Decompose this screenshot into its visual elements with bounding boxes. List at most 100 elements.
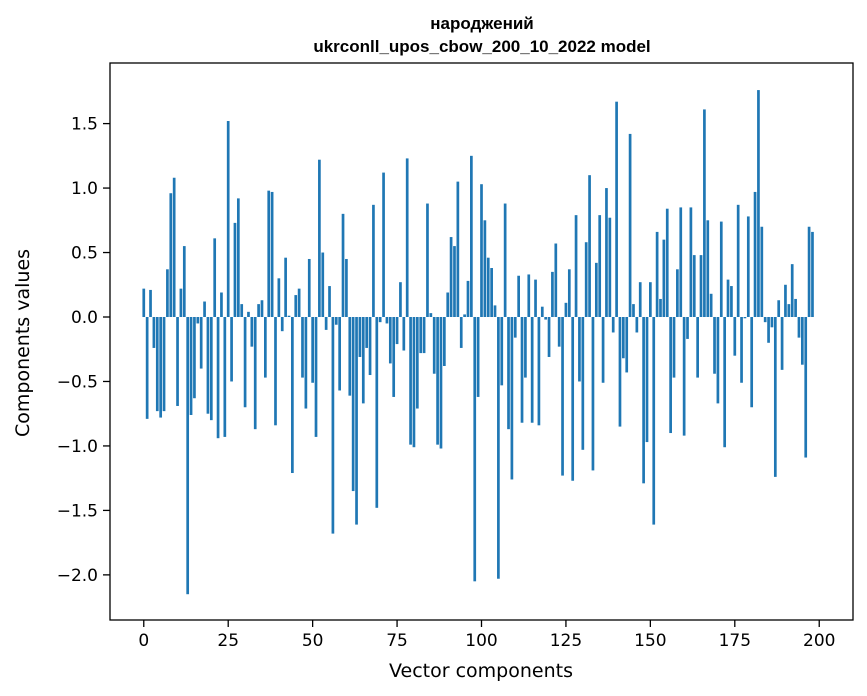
bar-69 (375, 317, 379, 508)
bar-148 (642, 317, 645, 484)
y-tick-label: −1.0 (57, 437, 98, 457)
bar-89 (443, 317, 446, 366)
bar-35 (260, 300, 264, 317)
bar-5 (159, 317, 163, 418)
bar-63 (355, 317, 358, 525)
bar-138 (608, 217, 612, 317)
bar-65 (361, 317, 365, 404)
bar-196 (804, 317, 808, 458)
bar-68 (372, 204, 375, 317)
y-tick-label: −2.0 (57, 566, 98, 586)
bar-170 (716, 317, 720, 404)
bar-82 (419, 317, 423, 354)
bar-187 (773, 317, 777, 477)
bar-174 (730, 286, 733, 317)
bar-180 (750, 317, 754, 408)
bar-134 (594, 262, 598, 317)
bar-47 (301, 317, 304, 378)
bar-107 (503, 203, 507, 317)
bar-88 (439, 317, 443, 449)
bar-129 (578, 317, 581, 382)
bar-70 (378, 317, 382, 323)
x-tick-label: 50 (302, 631, 324, 651)
chart-subtitle: ukrconll_upos_cbow_200_10_2022 model (313, 37, 650, 56)
bar-130 (581, 317, 585, 450)
bar-81 (415, 317, 419, 409)
bar-32 (250, 317, 254, 347)
bar-126 (567, 269, 571, 318)
bar-17 (199, 317, 203, 369)
bar-74 (392, 317, 396, 397)
bar-1 (145, 317, 149, 419)
bar-33 (253, 317, 257, 430)
bar-10 (176, 317, 179, 406)
bar-115 (530, 317, 534, 423)
bar-57 (334, 317, 338, 325)
bar-91 (449, 237, 453, 317)
bar-123 (557, 317, 561, 347)
bar-23 (220, 292, 223, 317)
bar-40 (277, 278, 281, 317)
bar-72 (385, 317, 389, 324)
bar-168 (709, 293, 713, 317)
bar-92 (453, 246, 456, 317)
bar-48 (304, 317, 308, 409)
bar-39 (274, 317, 277, 426)
bar-50 (311, 317, 314, 383)
bar-103 (490, 268, 493, 318)
bar-158 (676, 269, 679, 318)
bar-11 (179, 288, 183, 318)
bar-75 (395, 317, 399, 345)
bar-109 (510, 317, 514, 480)
bar-36 (264, 317, 267, 378)
bar-161 (686, 317, 689, 339)
bar-67 (368, 317, 372, 376)
bar-144 (628, 133, 632, 317)
bar-64 (358, 317, 362, 357)
bar-87 (436, 317, 439, 445)
bar-45 (294, 295, 298, 317)
bar-147 (638, 282, 642, 317)
bar-188 (777, 300, 781, 317)
bar-143 (625, 317, 629, 373)
bar-31 (247, 311, 250, 317)
bar-186 (770, 317, 774, 328)
bar-166 (703, 109, 706, 318)
bar-28 (236, 198, 240, 317)
bar-137 (605, 188, 608, 318)
bar-122 (554, 243, 558, 317)
y-axis-ticks: −2.0 −1.5 −1.0 −0.5 0.0 0.5 1.0 1.5 (57, 115, 110, 586)
bar-18 (203, 301, 206, 317)
bar-104 (493, 305, 497, 317)
bar-189 (780, 317, 784, 370)
bar-135 (598, 215, 602, 317)
bar-30 (243, 317, 247, 408)
x-tick-label: 175 (719, 631, 751, 651)
bar-139 (611, 317, 615, 333)
bar-190 (784, 284, 787, 317)
bar-66 (365, 317, 369, 348)
bar-175 (733, 317, 737, 356)
bar-86 (432, 317, 436, 374)
bar-108 (507, 317, 510, 430)
bar-96 (466, 280, 470, 317)
bar-26 (230, 317, 233, 382)
bar-181 (753, 191, 757, 318)
bar-27 (233, 222, 237, 317)
bar-152 (655, 231, 659, 318)
bar-160 (682, 317, 686, 436)
bar-59 (341, 213, 345, 317)
bar-80 (412, 317, 416, 448)
bar-169 (713, 317, 716, 374)
bar-0 (142, 288, 146, 318)
bar-14 (189, 317, 193, 415)
bar-58 (338, 317, 341, 391)
y-tick-label: 0.0 (71, 308, 98, 328)
bar-61 (348, 317, 352, 396)
bar-157 (672, 317, 676, 378)
bar-42 (284, 257, 287, 317)
bar-111 (517, 275, 520, 317)
bar-13 (186, 317, 190, 595)
y-axis-label: Components values (12, 249, 34, 437)
